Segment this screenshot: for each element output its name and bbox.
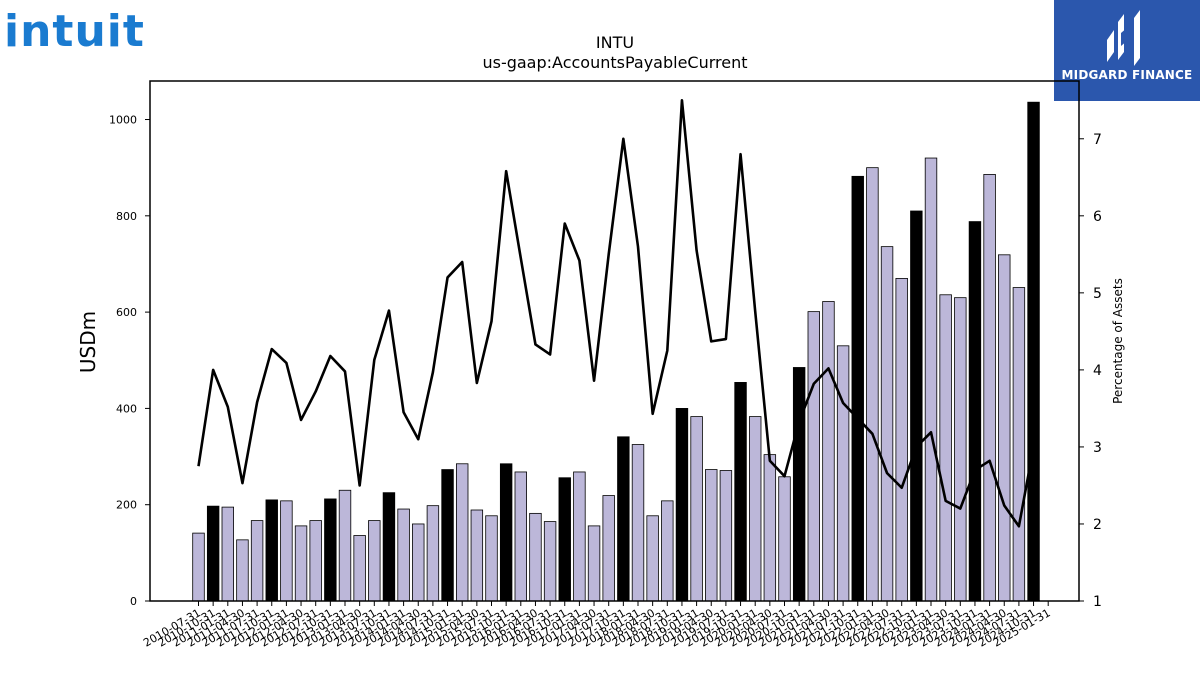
bar-2011-07-31: [250, 520, 264, 602]
bar-2017-01-31: [573, 471, 586, 602]
bar-2015-04-30: [470, 509, 484, 602]
bar-2023-10-31: [968, 221, 982, 602]
bar-2015-01-31: [455, 463, 469, 602]
bar-2016-01-31: [514, 471, 528, 602]
bar-2024-01-31: [983, 174, 996, 602]
bar-2013-07-31: [368, 520, 381, 602]
bar-2011-04-30: [236, 539, 249, 602]
y-tick-label-800: 800: [116, 210, 137, 223]
y2-axis-label: Percentage of Assets: [1111, 278, 1125, 404]
bar-2024-07-31: [1012, 287, 1026, 602]
y2-tick-label-7: 7: [1093, 132, 1102, 148]
bar-2018-01-31: [631, 444, 645, 602]
y-tick-label-1000: 1000: [109, 114, 137, 127]
plot-frame: [149, 80, 1080, 602]
bar-2012-04-30: [294, 525, 308, 602]
bar-2020-10-31: [792, 367, 806, 602]
bar-2022-10-31: [910, 210, 923, 602]
bar-2019-10-31: [734, 382, 747, 602]
y-tick-label-600: 600: [116, 306, 137, 319]
bar-2021-04-30: [822, 301, 835, 602]
bar-2020-01-31: [749, 416, 762, 602]
bar-2012-10-31: [324, 498, 337, 602]
left-axis: 0 200 400 600 800 1000: [109, 114, 150, 608]
bar-2016-07-31: [543, 521, 557, 602]
bar-2011-10-31: [265, 499, 278, 602]
bar-2020-04-30: [763, 454, 777, 602]
x-axis: 2010-07-312010-10-312011-01-312011-04-30…: [141, 601, 1053, 650]
bar-2019-04-30: [705, 469, 718, 602]
bar-2020-07-31: [778, 476, 791, 602]
bar-2013-10-31: [382, 492, 396, 602]
y2-tick-label-6: 6: [1093, 209, 1102, 225]
bar-2012-01-31: [280, 500, 293, 602]
intuit-logo: intuit: [4, 6, 145, 52]
y-tick-label-0: 0: [130, 595, 137, 608]
y2-tick-label-4: 4: [1093, 363, 1102, 379]
bar-2014-04-30: [412, 523, 425, 602]
bar-2017-07-31: [602, 495, 615, 602]
chart-title: INTU: [595, 33, 635, 52]
bar-2014-07-31: [426, 505, 440, 602]
bar-2021-10-31: [851, 175, 864, 602]
intuit-logo-text: intuit: [4, 6, 145, 52]
bar-2022-04-30: [880, 246, 894, 602]
bar-2017-04-30: [587, 525, 601, 602]
bar-2012-07-31: [309, 520, 322, 602]
y-tick-label-400: 400: [116, 402, 137, 415]
y2-tick-label-2: 2: [1093, 517, 1102, 533]
bar-2013-04-30: [353, 535, 366, 602]
y2-tick-label-5: 5: [1093, 286, 1102, 302]
bar-2011-01-31: [221, 506, 235, 602]
line-layer: [197, 98, 1035, 528]
bar-2014-01-31: [397, 508, 410, 602]
bar-2021-07-31: [836, 345, 850, 602]
bars-layer: [192, 101, 1040, 602]
bar-2016-04-30: [529, 512, 542, 602]
chart-subtitle: us-gaap:AccountsPayableCurrent: [482, 53, 748, 72]
bar-2018-07-31: [661, 500, 674, 602]
bar-2021-01-31: [807, 311, 821, 602]
y2-tick-label-1: 1: [1093, 594, 1102, 610]
y2-tick-label-3: 3: [1093, 440, 1102, 456]
y-axis-label: USDm: [76, 311, 100, 373]
bar-2019-01-31: [690, 416, 703, 602]
bar-2018-10-31: [675, 408, 689, 602]
right-axis: 1 2 3 4 5 6 7: [1079, 132, 1102, 610]
percentage-of-assets-line: [197, 98, 1035, 528]
bar-2022-01-31: [866, 167, 879, 602]
bar-2022-07-31: [895, 278, 908, 602]
midgard-logo-text: MIDGARD FINANCE: [1061, 68, 1193, 82]
bar-2023-01-31: [924, 157, 938, 602]
bar-2024-04-30: [998, 254, 1011, 602]
bar-2017-10-31: [617, 436, 630, 602]
bar-2014-10-31: [441, 469, 454, 602]
bar-2023-04-30: [939, 294, 952, 602]
midgard-logo-icon: [1107, 10, 1140, 66]
bar-2010-10-31: [206, 505, 220, 602]
midgard-finance-logo: MIDGARD FINANCE: [1054, 0, 1200, 101]
bar-2013-01-31: [338, 489, 352, 602]
bar-2019-07-31: [719, 470, 733, 602]
y-tick-label-200: 200: [116, 499, 137, 512]
bar-2016-10-31: [558, 477, 571, 602]
bar-2015-07-31: [485, 515, 498, 602]
bar-2024-10-31: [1027, 101, 1040, 602]
bar-2023-07-31: [954, 297, 967, 602]
bar-2010-07-31: [192, 532, 205, 602]
bar-2015-10-31: [499, 463, 513, 602]
bar-2018-04-30: [646, 515, 659, 602]
